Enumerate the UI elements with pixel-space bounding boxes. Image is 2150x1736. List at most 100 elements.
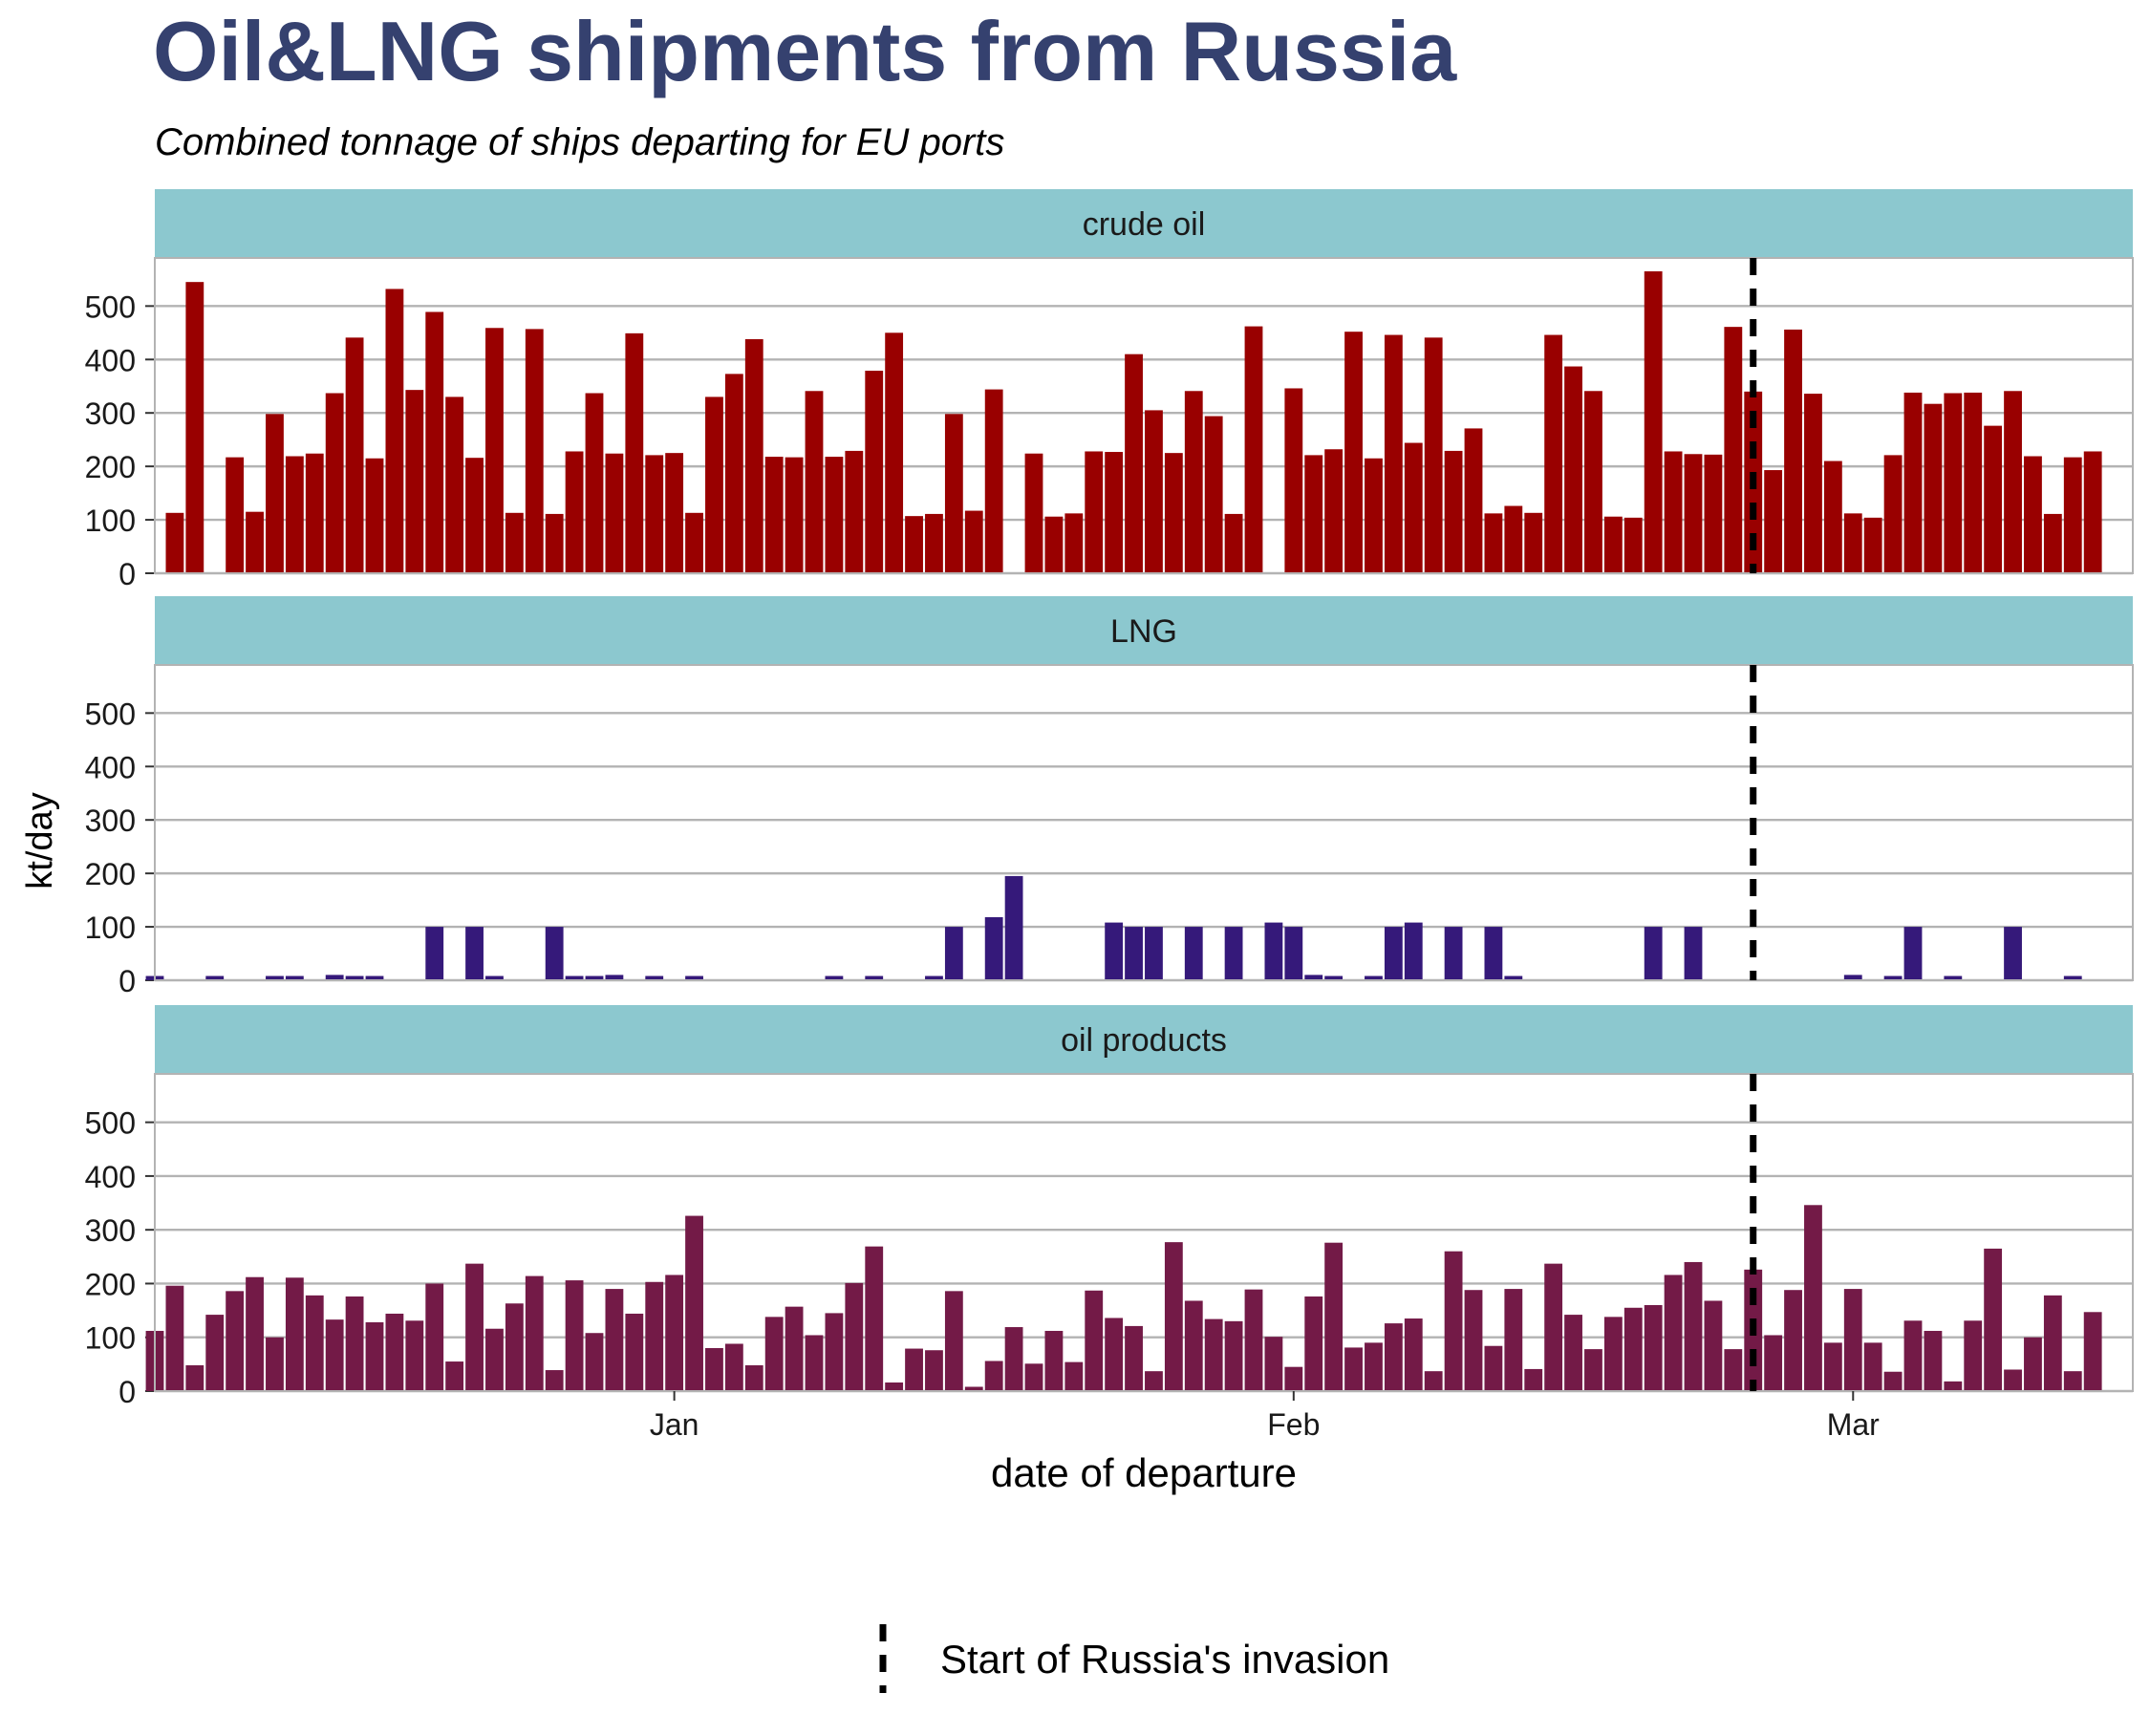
bar (1284, 388, 1303, 573)
x-axis: Jan Feb Mar (650, 1391, 1880, 1442)
bar (2063, 1371, 2082, 1391)
bar (545, 1370, 564, 1391)
bar (1764, 470, 1783, 573)
bar (1863, 1342, 1882, 1391)
facet-strip-label: crude oil (1083, 206, 1206, 243)
bar (545, 927, 564, 980)
bar (1145, 1371, 1163, 1391)
facet-strip-label: oil products (1061, 1022, 1227, 1059)
bar (1184, 391, 1203, 573)
bar (1224, 513, 1243, 573)
bar (1504, 975, 1523, 980)
bar (805, 1335, 824, 1391)
facet-panels: crude oil 0 100 200 300 400 500 LNG 0 100 200 300 40… (85, 189, 2134, 1409)
panel-border (154, 257, 2134, 574)
bar (1984, 1248, 2003, 1391)
bar (1544, 334, 1563, 573)
bar (1484, 513, 1503, 573)
bar (605, 975, 624, 980)
bar (425, 927, 444, 980)
chart-title: Oil&LNG shipments from Russia (153, 4, 1457, 98)
bar (925, 975, 943, 980)
bar (445, 396, 464, 573)
bar (1704, 1300, 1723, 1391)
bar (865, 1246, 884, 1391)
facet-strip (155, 596, 2133, 665)
bar (1664, 1275, 1683, 1391)
bar (724, 374, 743, 573)
bar (1304, 975, 1323, 980)
bar (984, 389, 1003, 573)
bar (425, 1283, 444, 1391)
bar (925, 513, 943, 573)
bar (1044, 1330, 1064, 1391)
panel-border (154, 664, 2134, 981)
bar (905, 516, 923, 573)
bar (1244, 1289, 1263, 1391)
bar (1684, 454, 1703, 573)
panel-crude-oil: crude oil 0 100 200 300 400 500 (85, 189, 2134, 591)
bar (1004, 1327, 1023, 1391)
bar (525, 1275, 544, 1391)
bar (285, 975, 304, 980)
bar (1244, 326, 1263, 573)
bar (1664, 451, 1683, 573)
facet-strip-label: LNG (1110, 613, 1177, 650)
bar (1784, 329, 1802, 573)
bar (1823, 1342, 1842, 1391)
bar (1764, 1335, 1783, 1391)
bar (1804, 394, 1822, 573)
bar (2024, 456, 2042, 573)
bar (1125, 354, 1143, 573)
bar (1564, 1315, 1582, 1391)
bar (724, 1343, 743, 1391)
bar (1064, 1361, 1084, 1391)
bar (1264, 1337, 1283, 1391)
bar (964, 1386, 983, 1391)
y-tick-label: 200 (85, 857, 136, 891)
bar (1843, 1289, 1862, 1391)
bar (365, 1321, 384, 1391)
bar (1204, 1318, 1223, 1391)
bar (345, 337, 364, 573)
bar (1264, 922, 1283, 980)
bar (465, 458, 484, 573)
bar (1365, 975, 1383, 980)
bar (905, 1348, 923, 1391)
bar (445, 1361, 464, 1391)
bar (984, 1361, 1003, 1391)
bar (1903, 1320, 1923, 1391)
y-tick-label: 0 (118, 964, 136, 998)
panel-border (154, 1073, 2134, 1392)
bar (645, 1281, 664, 1391)
bar (645, 975, 664, 980)
bar (185, 282, 204, 573)
bar (1863, 517, 1882, 573)
bar (365, 458, 384, 573)
bar (1105, 1318, 1124, 1391)
bar (1724, 1349, 1743, 1391)
bar (1105, 452, 1124, 573)
bar (885, 332, 904, 573)
bar (1843, 975, 1862, 980)
bar (1944, 393, 1963, 573)
bar (1444, 1251, 1463, 1391)
bar (625, 332, 644, 573)
bar (1903, 392, 1923, 573)
bar (685, 975, 703, 980)
bar (505, 1303, 524, 1391)
bar (1125, 1325, 1143, 1391)
bar (645, 455, 664, 573)
bar (1644, 927, 1663, 980)
bar (705, 1347, 723, 1391)
bar (285, 456, 304, 573)
facet-strip (155, 1005, 2133, 1074)
bar (1484, 927, 1503, 980)
bar (944, 927, 963, 980)
bar (2024, 1337, 2042, 1391)
bar (744, 339, 763, 573)
bar (1044, 516, 1064, 573)
bar (165, 1285, 184, 1391)
bar (565, 1280, 584, 1391)
bar (865, 975, 884, 980)
